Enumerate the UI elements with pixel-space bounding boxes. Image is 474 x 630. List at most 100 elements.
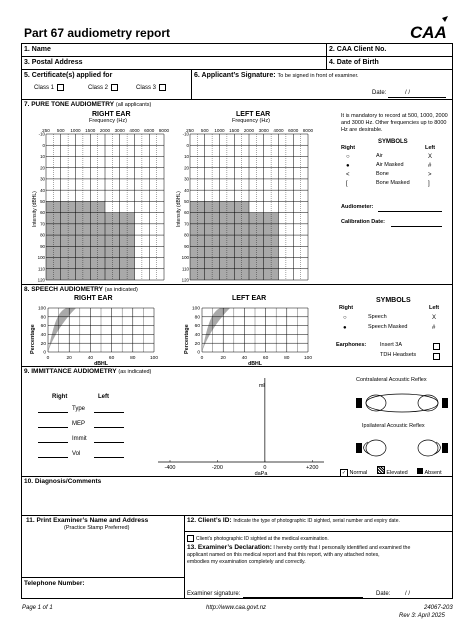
pta-symbol-left: X <box>428 154 433 160</box>
pta-freq-tick: 500 <box>57 128 65 133</box>
pta-symbols-right: Right <box>341 145 356 151</box>
class2-checkbox[interactable] <box>111 84 119 91</box>
speech-x-tick: 60 <box>109 355 115 361</box>
speech-x-tick: 20 <box>67 355 73 361</box>
insert-label: Insert 3A <box>380 342 403 348</box>
speech-y-tick: 60 <box>41 323 47 329</box>
imm-right-field[interactable] <box>38 412 68 413</box>
postal-address-label: 3. Postal Address <box>24 59 83 66</box>
ipsi-reflex-diagram <box>356 439 448 457</box>
id-sighted-option[interactable]: Client’s photographic ID sighted at the … <box>187 535 329 542</box>
class1-option[interactable]: Class 1 <box>34 84 65 91</box>
pta-symbol-left: # <box>428 163 432 169</box>
pta-symbol-label: Air <box>376 153 383 159</box>
class3-checkbox[interactable] <box>159 84 167 91</box>
tdh-checkbox[interactable] <box>433 353 440 360</box>
pta-symbol-right: [ <box>346 181 348 187</box>
speech-x-tick: 0 <box>201 355 204 361</box>
date-slashes: / / <box>405 90 411 96</box>
pta-freq-tick: 250 <box>186 128 194 133</box>
date-label: Date: <box>372 90 387 96</box>
speech-x-tick: 80 <box>130 355 136 361</box>
speech-x-tick: 100 <box>150 355 158 361</box>
speech-symbols-right: Right <box>339 305 354 311</box>
imm-right-label: Right <box>52 394 68 400</box>
pta-db-tick: 90 <box>184 244 189 249</box>
footer-url[interactable]: http://www.caa.govt.nz <box>206 605 267 611</box>
speech-right-ear-label: RIGHT EAR <box>74 295 113 302</box>
pta-db-tick: 20 <box>184 165 189 170</box>
speech-left-chart: 100 80 60 40 20 00 20 40 60 80 100 dBHL Percentage <box>184 306 312 365</box>
pta-y-label: Intensity (dBHL) <box>176 191 182 227</box>
reflex-legend: ✓ Normal Elevated Absent <box>340 466 442 477</box>
insert-checkbox[interactable] <box>433 343 440 350</box>
imm-left-field[interactable] <box>94 442 124 443</box>
speech-y-tick: 40 <box>41 332 47 338</box>
class1-checkbox[interactable] <box>57 84 65 91</box>
imm-right-field[interactable] <box>38 442 68 443</box>
pta-freq-tick: 1000 <box>70 128 81 133</box>
speech-right-chart: 100 80 60 40 20 00 20 40 60 80 100 dBHL Percentage <box>30 306 158 365</box>
class3-option[interactable]: Class 3 <box>136 84 167 91</box>
tymp-ml-label: ml <box>259 383 265 389</box>
speech-symbol-left: # <box>432 325 436 331</box>
examiner-signature-field[interactable] <box>243 597 363 598</box>
footer-page: Page 1 of 1 <box>22 605 53 611</box>
pta-db-tick: 30 <box>40 177 45 182</box>
pta-symbol-right: < <box>346 172 350 178</box>
pta-left-ear-label: LEFT EAR <box>236 111 271 118</box>
footer-code: 24067-203 <box>424 605 453 611</box>
speech-y-tick: 0 <box>43 350 46 356</box>
speech-x-tick: 20 <box>221 355 227 361</box>
pta-right-ear-label: RIGHT EAR <box>92 111 131 118</box>
speech-symbol-left: X <box>432 315 437 321</box>
calibration-field[interactable] <box>391 226 442 227</box>
pta-freq-tick: 1500 <box>229 128 240 133</box>
speech-y-label: Percentage <box>30 324 36 354</box>
imm-left-field[interactable] <box>94 427 124 428</box>
elevated-checkbox[interactable] <box>376 466 385 474</box>
pta-db-tick: 60 <box>40 210 45 215</box>
pta-left-freq-label: Frequency (Hz) <box>232 118 270 124</box>
date-field[interactable] <box>388 97 446 98</box>
pta-db-tick: 0 <box>187 143 190 148</box>
pta-db-tick: 80 <box>40 233 45 238</box>
pta-freq-tick: 3000 <box>259 128 270 133</box>
id-sighted-checkbox[interactable] <box>187 535 194 542</box>
pta-symbol-left: ] <box>428 181 430 187</box>
class2-option[interactable]: Class 2 <box>88 84 119 91</box>
imm-left-field[interactable] <box>94 457 124 458</box>
pta-freq-tick: 2000 <box>100 128 111 133</box>
divider <box>21 56 453 57</box>
examiner-date-slashes: / / <box>405 591 411 597</box>
pta-db-tick: 50 <box>40 199 45 204</box>
pta-freq-tick: 6000 <box>144 128 155 133</box>
pta-db-tick: 10 <box>40 154 45 159</box>
imm-row-label: MEP <box>72 421 86 427</box>
speech-x-tick: 80 <box>284 355 290 361</box>
diagnosis-title: 10. Diagnosis/Comments <box>24 478 102 485</box>
audiometer-field[interactable] <box>378 211 442 212</box>
tymp-x-tick: -400 <box>164 465 175 471</box>
pta-db-tick: 70 <box>40 221 45 226</box>
pta-freq-tick: 2000 <box>244 128 255 133</box>
contra-reflex-diagram <box>356 393 448 413</box>
absent-checkbox[interactable] <box>417 468 424 474</box>
speech-left-ear-label: LEFT EAR <box>232 295 267 302</box>
pta-symbol-right: ● <box>346 163 350 169</box>
examiner-date-label: Date: <box>376 591 391 597</box>
pta-db-tick: -10 <box>183 132 190 137</box>
normal-checkbox[interactable]: ✓ <box>340 469 348 477</box>
imm-left-field[interactable] <box>94 412 124 413</box>
imm-right-field[interactable] <box>38 457 68 458</box>
pta-db-tick: 120 <box>38 278 46 282</box>
imm-right-field[interactable] <box>38 427 68 428</box>
pta-freq-tick: 8000 <box>303 128 314 133</box>
pta-freq-tick: 4000 <box>273 128 284 133</box>
pta-db-tick: 100 <box>38 255 46 260</box>
pta-freq-tick: 4000 <box>129 128 140 133</box>
pta-symbol-right: ○ <box>346 154 350 160</box>
caa-logo: CAA <box>408 16 450 42</box>
pta-db-tick: 60 <box>184 210 189 215</box>
tdh-label: TDH Headsets <box>380 352 417 358</box>
